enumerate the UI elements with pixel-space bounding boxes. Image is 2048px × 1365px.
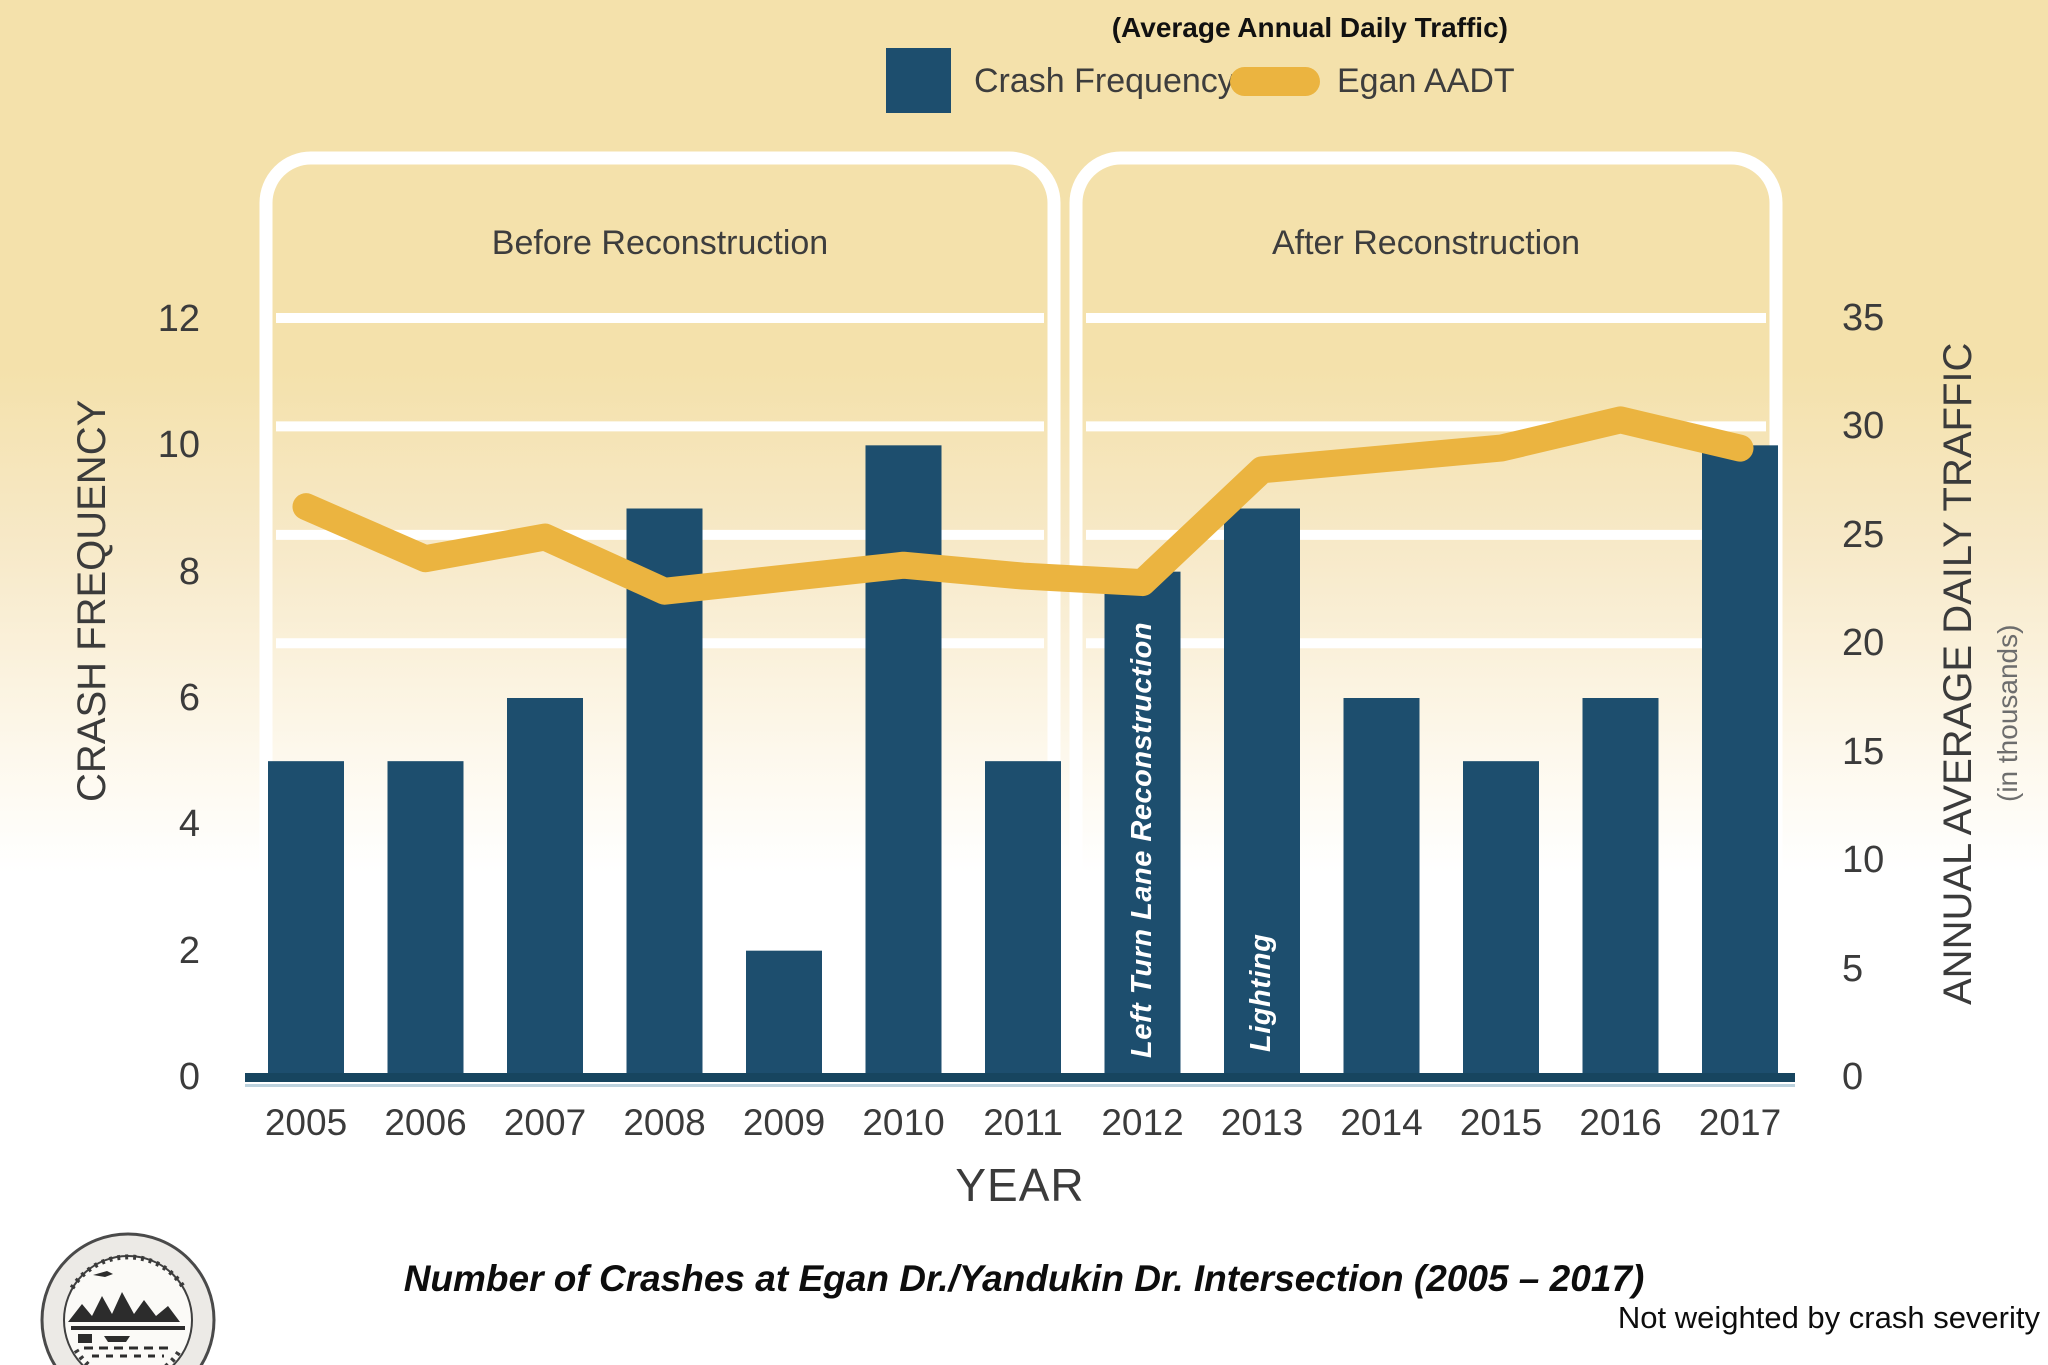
right-axis-tick-0: 0 bbox=[1842, 1056, 1864, 1098]
year-label-2010: 2010 bbox=[862, 1102, 945, 1143]
right-axis-tick-20: 20 bbox=[1842, 622, 1885, 665]
crash-frequency-bar-2015 bbox=[1463, 761, 1539, 1077]
chart-caption: Number of Crashes at Egan Dr./Yandukin D… bbox=[403, 1258, 1645, 1299]
right-axis-tick-35: 35 bbox=[1842, 297, 1885, 339]
year-label-2013: 2013 bbox=[1220, 1102, 1304, 1143]
left-axis-tick-0: 0 bbox=[178, 1056, 200, 1098]
left-axis-title: CRASH FREQUENCY bbox=[70, 399, 114, 802]
left-axis-tick-12: 12 bbox=[157, 298, 200, 340]
crash-frequency-bar-2013 bbox=[1224, 508, 1300, 1077]
crash-frequency-bar-2007 bbox=[507, 698, 583, 1077]
crash-frequency-bar-2006 bbox=[387, 761, 464, 1077]
year-label-2016: 2016 bbox=[1579, 1102, 1662, 1143]
year-label-2012: 2012 bbox=[1101, 1102, 1184, 1143]
aadt-definition-note: (Average Annual Daily Traffic) bbox=[1111, 12, 1508, 43]
crash-frequency-bar-2012 bbox=[1104, 571, 1181, 1077]
crash-frequency-bar-2009 bbox=[746, 950, 822, 1077]
bar-annotation-lighting: Lighting bbox=[1245, 933, 1277, 1052]
alaska-dotpf-seal-logo bbox=[40, 1232, 216, 1365]
phase-label-after: After Reconstruction bbox=[1271, 224, 1581, 262]
right-axis-title: ANNUAL AVERAGE DAILY TRAFFIC bbox=[1936, 342, 1980, 1005]
year-label-2008: 2008 bbox=[623, 1102, 706, 1143]
legend-line-swatch bbox=[1230, 67, 1320, 96]
year-label-2009: 2009 bbox=[742, 1102, 826, 1143]
left-axis-tick-4: 4 bbox=[178, 803, 200, 846]
left-axis-tick-10: 10 bbox=[157, 424, 200, 467]
right-axis-tick-25: 25 bbox=[1842, 513, 1885, 556]
right-axis-tick-30: 30 bbox=[1842, 405, 1885, 448]
crash-frequency-bar-2017 bbox=[1702, 445, 1778, 1077]
x-axis-line bbox=[245, 1073, 1795, 1082]
crash-frequency-bar-2010 bbox=[865, 445, 942, 1077]
legend-bar-label: Crash Frequency bbox=[974, 62, 1235, 100]
right-axis-subtitle: (in thousands) bbox=[1992, 624, 2023, 802]
year-label-2014: 2014 bbox=[1340, 1102, 1423, 1143]
after-reconstruction-box bbox=[1069, 151, 1783, 1092]
right-axis-tick-10: 10 bbox=[1842, 839, 1885, 882]
year-label-2007: 2007 bbox=[503, 1102, 587, 1143]
right-axis-tick-5: 5 bbox=[1842, 947, 1864, 990]
crash-frequency-bar-2016 bbox=[1582, 698, 1659, 1077]
crash-frequency-bar-2014 bbox=[1343, 698, 1420, 1077]
x-axis-shadow-line bbox=[245, 1084, 1795, 1087]
left-axis-tick-2: 2 bbox=[178, 929, 200, 972]
legend-line-label: Egan AADT bbox=[1337, 62, 1515, 100]
left-axis-tick-6: 6 bbox=[178, 677, 200, 719]
year-label-2005: 2005 bbox=[264, 1102, 348, 1143]
left-axis-tick-8: 8 bbox=[178, 550, 200, 593]
crash-frequency-bar-2011 bbox=[985, 761, 1061, 1077]
year-label-2011: 2011 bbox=[983, 1102, 1063, 1143]
right-axis-tick-15: 15 bbox=[1842, 730, 1885, 773]
phase-label-before: Before Reconstruction bbox=[491, 224, 829, 262]
year-label-2006: 2006 bbox=[384, 1102, 467, 1143]
bar-annotation-left-turn-lane: Left Turn Lane Reconstruction bbox=[1126, 621, 1158, 1058]
severity-footnote: Not weighted by crash severity bbox=[1617, 1300, 2040, 1335]
egan-aadt-line bbox=[292, 406, 1754, 605]
legend-bar-swatch bbox=[886, 48, 951, 113]
x-axis-title: YEAR bbox=[955, 1159, 1085, 1211]
year-label-2015: 2015 bbox=[1459, 1102, 1543, 1143]
year-label-2017: 2017 bbox=[1698, 1102, 1782, 1143]
crash-frequency-bar-2005 bbox=[268, 761, 344, 1077]
